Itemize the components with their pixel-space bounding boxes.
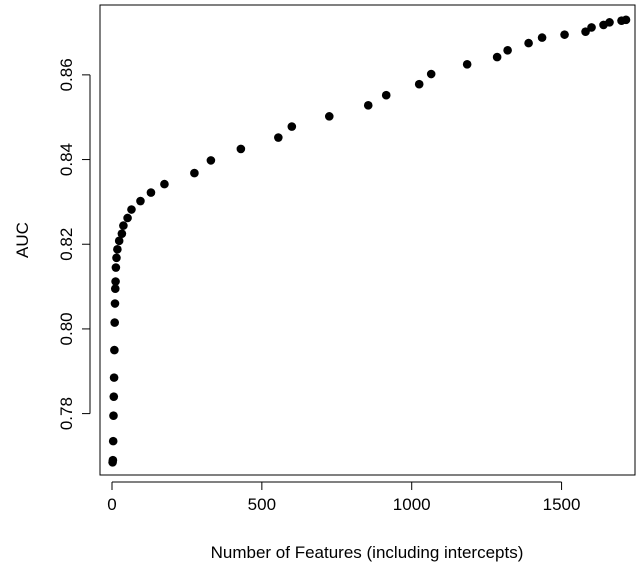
- data-point: [127, 205, 136, 214]
- data-point: [160, 179, 169, 189]
- data-point: [462, 59, 472, 69]
- data-point: [112, 253, 121, 263]
- data-points: [108, 15, 631, 467]
- data-point: [206, 156, 216, 165]
- data-point: [109, 392, 119, 401]
- x-axis-title: Number of Features (including intercepts…: [211, 543, 524, 562]
- x-tick-label: 1000: [393, 495, 431, 514]
- data-point: [119, 221, 128, 230]
- y-tick-label: 0.86: [57, 58, 76, 91]
- data-point: [108, 436, 118, 446]
- x-tick-label: 500: [248, 495, 276, 514]
- data-point: [274, 133, 283, 142]
- data-point: [560, 30, 569, 39]
- data-point: [581, 27, 590, 36]
- data-point: [110, 284, 120, 293]
- data-point: [587, 23, 596, 32]
- data-point: [117, 229, 127, 238]
- data-point: [108, 455, 118, 465]
- y-axis: 0.78 0.80 0.82 0.84 0.86: [57, 58, 91, 430]
- y-tick-label: 0.80: [57, 312, 76, 345]
- data-point: [113, 245, 122, 254]
- y-tick-label: 0.84: [57, 143, 76, 176]
- x-tick-label: 0: [107, 495, 116, 514]
- data-point: [236, 144, 246, 154]
- data-point: [190, 168, 199, 178]
- data-point: [605, 18, 614, 27]
- data-point: [426, 69, 436, 79]
- data-point: [381, 90, 391, 100]
- y-axis-title: AUC: [13, 222, 32, 258]
- data-point: [110, 299, 120, 308]
- data-point: [492, 52, 502, 62]
- data-point: [503, 46, 512, 55]
- data-point: [537, 33, 547, 42]
- data-point: [146, 188, 156, 197]
- data-point: [110, 318, 119, 327]
- data-point: [114, 236, 124, 246]
- x-axis: 0 500 1000 1500: [107, 481, 581, 514]
- data-point: [109, 373, 119, 382]
- data-point: [111, 263, 121, 272]
- x-tick-label: 1500: [543, 495, 581, 514]
- y-tick-label: 0.78: [57, 397, 76, 430]
- data-point: [110, 345, 119, 355]
- data-point: [621, 15, 631, 25]
- plot-frame: [99, 4, 636, 476]
- data-point: [123, 213, 132, 223]
- data-point: [524, 38, 533, 48]
- data-point: [287, 122, 297, 131]
- data-point: [109, 411, 118, 421]
- data-point: [136, 196, 145, 206]
- data-point: [363, 101, 373, 110]
- data-point: [111, 277, 120, 286]
- y-tick-label: 0.82: [57, 228, 76, 261]
- data-point: [414, 79, 424, 89]
- data-point: [324, 112, 334, 121]
